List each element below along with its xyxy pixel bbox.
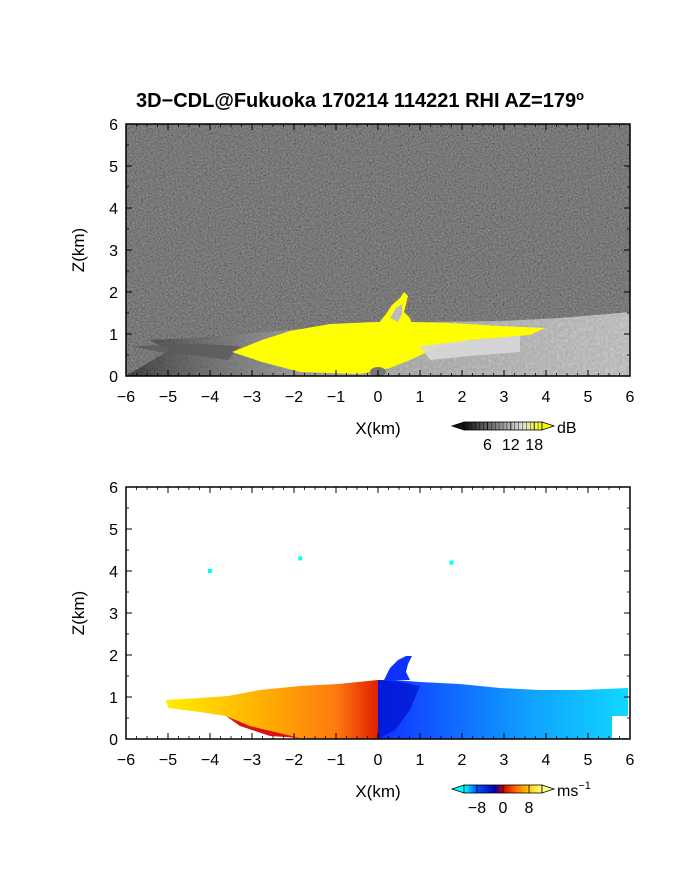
colorbar-ticks: −8 0 8 (468, 785, 534, 817)
x-tick-label: 4 (542, 752, 551, 769)
y-axis-label: Z(km) (69, 591, 88, 635)
x-tick-label: −1 (327, 752, 345, 769)
colorbar-unit: dB (557, 420, 577, 437)
x-tick-label: 0 (374, 389, 383, 406)
isolated-point (298, 556, 303, 561)
x-axis-label: X(km) (355, 782, 400, 801)
colorbar-extension-high (541, 784, 556, 794)
x-tick-label: 5 (584, 389, 593, 406)
y-tick-label: 6 (109, 480, 118, 497)
isolated-point (208, 569, 212, 573)
x-tick-label: −4 (201, 389, 219, 406)
colorbar-unit-exponent: −1 (578, 780, 591, 792)
y-tick-label: 3 (109, 243, 118, 260)
colorbar-tick-label: −8 (468, 800, 486, 817)
plume (378, 292, 412, 324)
y-tick-label: 1 (109, 690, 118, 707)
x-tick-label: −2 (285, 389, 303, 406)
x-tick-label: 1 (416, 389, 425, 406)
y-tick-label: 2 (109, 648, 118, 665)
x-tick-label: 2 (458, 752, 467, 769)
plume-detail (390, 304, 402, 322)
x-tick-label: 6 (626, 389, 635, 406)
approaching-flow-edge (226, 716, 300, 738)
top-axes: −6 −5 −4 −3 −2 −1 0 1 2 3 4 5 6 0 1 2 3 4 5 6 (109, 117, 634, 406)
x-tick-label: 3 (500, 752, 509, 769)
x-tick-label: 5 (584, 752, 593, 769)
weak-echo-dark-edge (130, 344, 240, 360)
y-tick-label: 3 (109, 606, 118, 623)
colorbar-tick-label: 12 (502, 437, 520, 454)
y-tick-label: 4 (109, 564, 118, 581)
bright-echo-lower-gaps (420, 336, 520, 360)
colorbar: dB 6 12 18 (450, 420, 577, 454)
x-tick-label: −4 (201, 752, 219, 769)
colorbar-extension-low (450, 784, 465, 794)
x-tick-label: 1 (416, 752, 425, 769)
x-tick-label: −5 (159, 752, 177, 769)
x-tick-label: 3 (500, 389, 509, 406)
y-tick-label: 5 (109, 522, 118, 539)
velocity-panel: −6 −5 −4 −3 −2 −1 0 1 2 3 4 5 6 0 1 2 3 4 5 6 X(km) Z(km) m… (69, 480, 635, 817)
colorbar-ticks: 6 12 18 (467, 422, 543, 454)
title-degree-mark: o (576, 88, 584, 103)
colorbar-extension-low (450, 421, 465, 431)
receding-flow (378, 680, 628, 739)
isolated-points (208, 556, 454, 573)
x-tick-label: 4 (542, 389, 551, 406)
isolated-point (449, 560, 454, 565)
x-tick-label: 6 (626, 752, 635, 769)
y-tick-label: 2 (109, 285, 118, 302)
colorbar-tick-label: 18 (525, 437, 543, 454)
y-tick-label: 1 (109, 327, 118, 344)
y-tick-label: 6 (109, 117, 118, 134)
x-tick-label: −2 (285, 752, 303, 769)
y-tick-label: 5 (109, 159, 118, 176)
colorbar-extension-high (541, 421, 556, 431)
x-tick-label: −5 (159, 389, 177, 406)
y-tick-label: 4 (109, 201, 118, 218)
x-tick-label: 0 (374, 752, 383, 769)
colorbar-tick-label: 6 (483, 437, 492, 454)
x-tick-label: −1 (327, 389, 345, 406)
chart-title: 3D−CDL@Fukuoka 170214 114221 RHI AZ=179o (136, 88, 584, 112)
x-tick-label: −6 (117, 389, 135, 406)
bright-echo (232, 322, 545, 374)
plume (384, 656, 412, 680)
x-axis-label: X(km) (355, 419, 400, 438)
x-tick-label: −3 (243, 389, 261, 406)
colorbar: ms−1 −8 0 8 (450, 780, 591, 817)
x-tick-label: 2 (458, 389, 467, 406)
bottom-axes: −6 −5 −4 −3 −2 −1 0 1 2 3 4 5 6 0 1 2 3 4 5 6 (109, 480, 634, 769)
surface-gap (612, 716, 628, 738)
x-tick-label: −6 (117, 752, 135, 769)
colorbar-tick-label: 0 (499, 800, 508, 817)
x-tick-label: −3 (243, 752, 261, 769)
y-tick-label: 0 (109, 369, 118, 386)
colorbar-tick-label: 8 (525, 800, 534, 817)
approaching-flow (166, 680, 378, 739)
y-tick-label: 0 (109, 732, 118, 749)
y-axis-label: Z(km) (69, 228, 88, 272)
receding-flow-deep-core (378, 680, 420, 739)
colorbar-unit: ms−1 (557, 780, 591, 800)
